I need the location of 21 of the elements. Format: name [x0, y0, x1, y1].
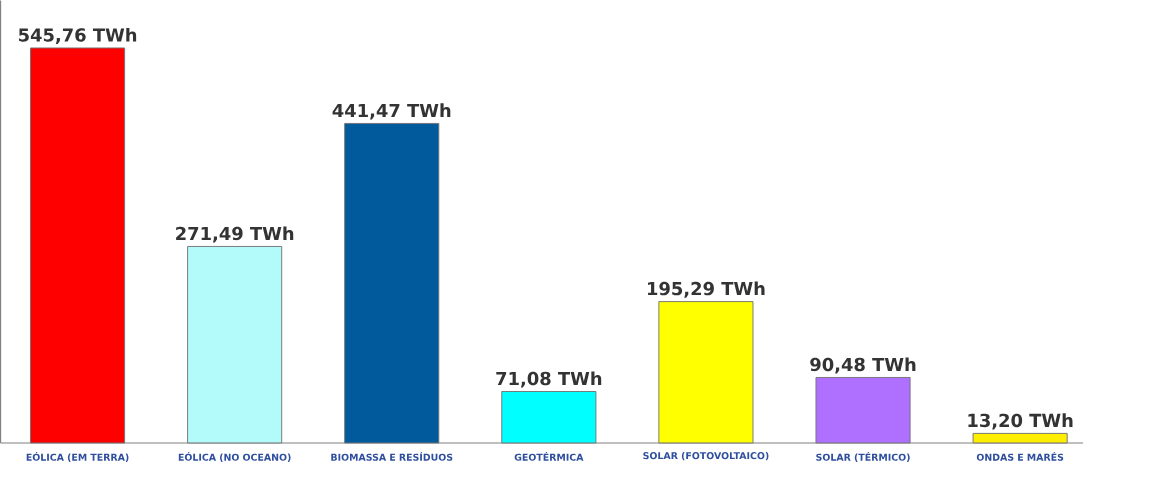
x-tick-label: SOLAR (TÉRMICO)	[816, 451, 910, 462]
bar	[344, 122, 440, 444]
x-tick-label: BIOMASSA E RESÍDUOS	[331, 451, 453, 461]
data-label: 441,47 TWh	[332, 103, 451, 120]
data-label: 545,76 TWh	[18, 27, 137, 44]
x-tick-label: SOLAR (FOTOVOLTAICO)	[643, 451, 769, 461]
x-tick-label: EÓLICA (NO OCEANO)	[178, 451, 291, 462]
data-label: 195,29 TWh	[648, 281, 765, 298]
data-label: 71,08 TWh	[496, 371, 602, 388]
x-tick-label: EÓLICA (EM TERRA)	[26, 451, 129, 462]
x-tick-label: GEOTÉRMICA	[514, 451, 584, 461]
data-label: 271,49 TWh	[176, 226, 294, 243]
bar	[972, 432, 1068, 444]
bar	[187, 245, 283, 444]
x-tick-label: ONDAS E MARÉS	[976, 451, 1064, 461]
data-label: 90,48 TWh	[810, 357, 916, 374]
bar	[30, 47, 126, 444]
data-label: 13,20 TWh	[968, 413, 1073, 430]
bar	[658, 301, 754, 444]
bar	[815, 376, 911, 444]
bar	[501, 390, 597, 444]
